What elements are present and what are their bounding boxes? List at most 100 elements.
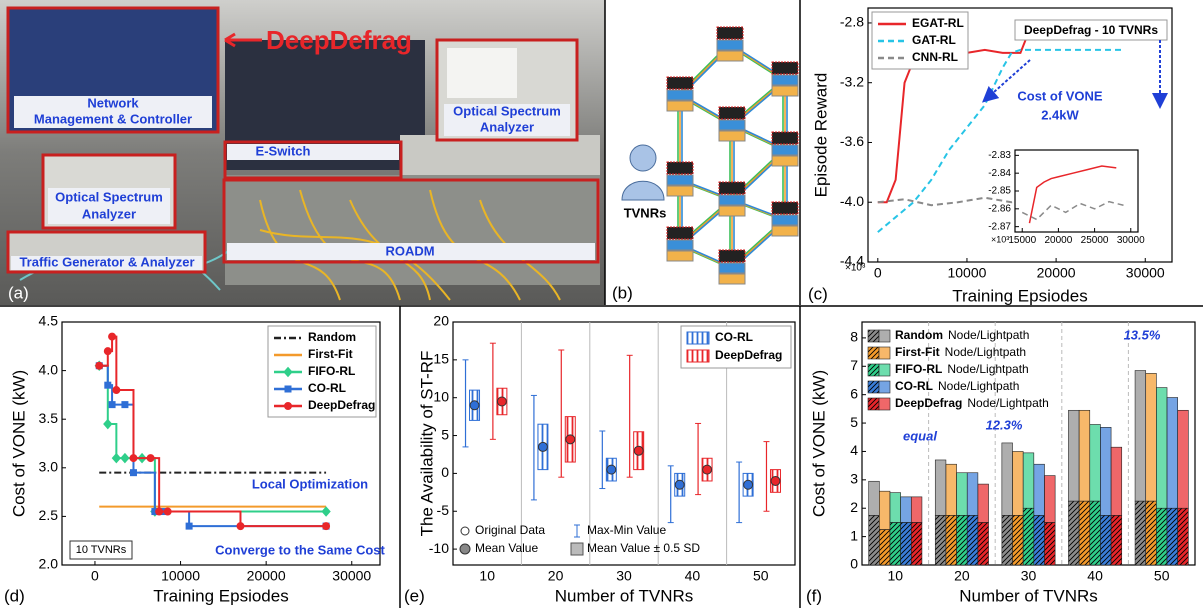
node-top (719, 182, 745, 194)
legend-label: Node/Lightpath (945, 345, 1026, 359)
node-top (667, 77, 693, 89)
lightpath-segment (1013, 451, 1024, 515)
node-segment (1002, 515, 1013, 565)
legend-label: CO-RL (895, 379, 933, 393)
node-bottom (772, 86, 798, 96)
node-mid (717, 40, 743, 50)
photo-label: Management & Controller (34, 111, 192, 126)
lightpath-segment (911, 497, 922, 523)
node-mid (719, 263, 745, 273)
node-segment (879, 530, 890, 565)
node-mid (719, 195, 745, 205)
x-tick-label: 20000 (1045, 235, 1073, 246)
mean-marker (634, 446, 643, 455)
x-tick-label: 0 (874, 265, 882, 281)
legend-label: Random (308, 330, 356, 344)
y-tick-label: 2.0 (39, 556, 59, 572)
lightpath-segment (879, 491, 890, 529)
legend-swatch (868, 398, 879, 410)
photo-label: Analyzer (480, 119, 534, 134)
marker (109, 402, 115, 408)
legend-label: Original Data (475, 523, 545, 537)
legend-swatch (687, 350, 709, 362)
x-tick-label: 30000 (332, 568, 371, 584)
legend-swatch (879, 381, 890, 393)
legend-label: Node/Lightpath (947, 362, 1028, 376)
lightpath-segment (1044, 476, 1055, 523)
annotation: Converge to the Same Cost (215, 542, 385, 557)
marker (109, 333, 116, 340)
annotation: 12.3% (986, 417, 1023, 432)
node-segment (1156, 508, 1167, 565)
mean-marker (744, 480, 753, 489)
y-axis-label: The Availability of ST-RF (417, 351, 436, 537)
x-tick-label: 30000 (1126, 265, 1165, 281)
mean-marker (675, 480, 684, 489)
node-top (772, 132, 798, 144)
x-tick-label: 20 (548, 568, 564, 584)
legend-label: GAT-RL (912, 33, 956, 47)
lightpath-segment (1034, 464, 1045, 515)
mean-marker (607, 465, 616, 474)
marker (96, 362, 103, 369)
x-axis-label: Training Epsiodes (952, 286, 1087, 305)
y-tick-label: -2.83 (988, 150, 1011, 161)
node-mid (772, 215, 798, 225)
node-segment (1090, 501, 1101, 565)
x-tick-label: 15000 (1008, 235, 1036, 246)
y-tick-label: 3.5 (39, 410, 59, 426)
panel-label: (d) (4, 586, 25, 605)
legend-label: FIFO-RL (895, 362, 942, 376)
node-bottom (667, 251, 693, 261)
instrument-screen (447, 48, 517, 98)
lightpath-segment (901, 497, 912, 523)
figure: Network Management & Controller DeepDefr… (0, 0, 1203, 608)
annotation: Local Optimization (252, 476, 368, 491)
legend-label: Mean Value ± 0.5 SD (587, 541, 700, 555)
lightpath-segment (1023, 453, 1034, 508)
legend-label: DeepDefrag (308, 398, 375, 412)
y-tick-label: 4 (850, 442, 858, 458)
y-tick-label: 3.0 (39, 459, 59, 475)
y-tick-label: 2.5 (39, 507, 59, 523)
x-tick-label: 30000 (1117, 235, 1145, 246)
node-segment (1034, 515, 1045, 565)
y-axis-label: Episode Reward (811, 73, 830, 198)
y-tick-label: 0 (850, 556, 858, 572)
lightpath-segment (1146, 373, 1157, 501)
lightpath-segment (1002, 443, 1013, 515)
legend-label: Node/Lightpath (967, 396, 1048, 410)
node-mid (719, 120, 745, 130)
node-bottom (719, 274, 745, 284)
node-top (772, 202, 798, 214)
legend-label: First-Fit (308, 347, 353, 361)
y-tick-label: -2.85 (988, 186, 1011, 197)
annotation: 10 TVNRs (76, 544, 127, 556)
mean-marker (703, 465, 712, 474)
photo-label: Traffic Generator & Analyzer (19, 254, 194, 269)
marker (122, 402, 128, 408)
node-segment (1013, 515, 1024, 565)
node-bottom (667, 186, 693, 196)
lightpath-segment (978, 484, 989, 522)
y-tick-label: -2.8 (840, 14, 864, 30)
y-tick-label: 5 (441, 426, 449, 442)
node-segment (1068, 501, 1079, 565)
x-tick-label: 40 (685, 568, 701, 584)
x-tick-label: 30 (616, 568, 632, 584)
legend-swatch (879, 330, 890, 342)
legend-swatch (879, 364, 890, 376)
y-tick-label: 7 (850, 357, 858, 373)
y-tick-label: -3.2 (840, 73, 864, 89)
legend-swatch (879, 398, 890, 410)
y-tick-label: 6 (850, 385, 858, 401)
legend-label: Mean Value (475, 541, 538, 555)
node-bottom (719, 206, 745, 216)
x-axis-label: Number of TVNRs (555, 586, 694, 605)
mean-marker (538, 442, 547, 451)
photo-label: Optical Spectrum (55, 189, 163, 204)
node-segment (957, 515, 968, 565)
x-axis-label: Training Epsiodes (153, 586, 288, 605)
panel-label: (f) (806, 586, 822, 605)
legend-label: DeepDefrag (715, 348, 782, 362)
